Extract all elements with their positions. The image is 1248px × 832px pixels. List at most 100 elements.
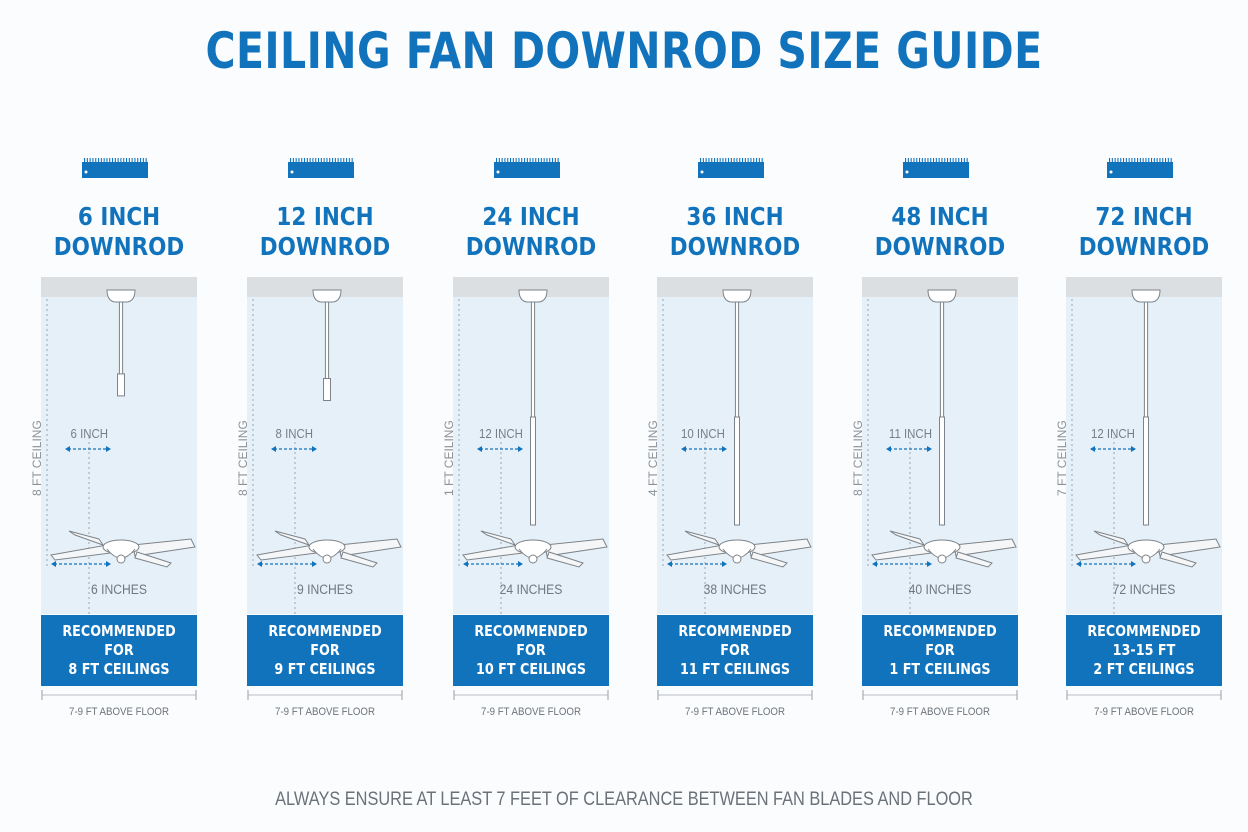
downrod-size-heading: 6 INCH DOWNROD [43, 202, 194, 262]
recommendation-box: RECOMMENDED FOR 1 FT CEILINGS [862, 615, 1018, 686]
fan-canopy [106, 289, 136, 303]
dimension-arrow [271, 446, 317, 452]
downrod-column: 48 INCH DOWNROD 8 FT CEILING 11 INCH 40 INCH… [851, 158, 1018, 728]
recommendation-text: 2 FT CEILINGS [1093, 660, 1195, 678]
fan-blades [871, 530, 1017, 568]
dimension-arrow [257, 561, 317, 567]
downrod-column: 72 INCH DOWNROD 7 FT CEILING 12 INCH 72 INCH… [1055, 158, 1222, 728]
recommendation-text: RECOMMENDED [268, 622, 382, 640]
floor-clearance-label: 7-9 FT ABOVE FLOOR [685, 706, 785, 718]
recommendation-text: FOR [516, 641, 546, 659]
guide-title: CEILING FAN DOWNROD SIZE GUIDE [205, 22, 1043, 80]
downrod-size-heading: 36 INCH DOWNROD [659, 202, 810, 262]
dimension-arrow [681, 446, 727, 452]
ruler-icon [288, 158, 354, 178]
fan-blades [256, 530, 402, 568]
fan-diagram [862, 277, 1018, 614]
downrod-length-label: 11 INCH [888, 426, 932, 441]
downrod-length-label: 8 INCH [275, 426, 314, 441]
heading-downrod: DOWNROD [1078, 232, 1210, 261]
blade-measure-label: 72 INCHES [1112, 582, 1176, 597]
floor-clearance-label: 7-9 FT ABOVE FLOOR [1094, 706, 1194, 718]
ceiling-bar [41, 277, 197, 297]
fan-blades [1075, 530, 1221, 568]
recommendation-box: RECOMMENDED 13-15 FT 2 FT CEILINGS [1066, 615, 1222, 686]
ruler-icon [494, 158, 560, 178]
ceiling-height-label: 7 FT CEILING [1055, 420, 1069, 496]
fan-canopy [312, 289, 342, 303]
ceiling-height-label: 1 FT CEILING [442, 420, 456, 496]
floor-clearance-label: 7-9 FT ABOVE FLOOR [275, 706, 375, 718]
ruler-icon [903, 158, 969, 178]
dimension-arrow [51, 561, 111, 567]
floor-dimension-line [247, 690, 403, 700]
ruler-icon [1107, 158, 1173, 178]
fan-canopy [927, 289, 957, 303]
downrod [118, 301, 124, 379]
heading-downrod: DOWNROD [259, 232, 391, 261]
ceiling-bar [657, 277, 813, 297]
recommendation-text: FOR [720, 641, 750, 659]
recommendation-text: RECOMMENDED [62, 622, 176, 640]
heading-downrod: DOWNROD [874, 232, 1006, 261]
fan-canopy [1131, 289, 1161, 303]
dimension-arrow [477, 446, 523, 452]
blade-measure-label: 24 INCHES [499, 582, 563, 597]
recommendation-text: 11 FT CEILINGS [679, 660, 791, 678]
floor-dimension-line [657, 690, 813, 700]
ceiling-height-label: 4 FT CEILING [646, 420, 660, 496]
downrod-size-heading: 12 INCH DOWNROD [249, 202, 400, 262]
recommendation-text: 13-15 FT [1112, 641, 1176, 659]
recommendation-text: FOR [310, 641, 340, 659]
ceiling-bar [247, 277, 403, 297]
dimension-arrow [463, 561, 523, 567]
fan-canopy [518, 289, 548, 303]
downrod-column: 24 INCH DOWNROD 1 FT CEILING 12 INCH 24 INCH… [442, 158, 609, 728]
heading-size: 6 INCH [77, 202, 161, 231]
blade-measure-label: 38 INCHES [703, 582, 767, 597]
heading-size: 72 INCH [1095, 202, 1193, 231]
floor-clearance-label: 7-9 FT ABOVE FLOOR [890, 706, 990, 718]
recommendation-text: FOR [104, 641, 134, 659]
downrod-size-heading: 24 INCH DOWNROD [455, 202, 606, 262]
dimension-arrow [872, 561, 932, 567]
downrod-size-heading: 48 INCH DOWNROD [864, 202, 1015, 262]
ruler-icon [82, 158, 148, 178]
blade-measure-label: 40 INCHES [908, 582, 972, 597]
downrod-column: 6 INCH DOWNROD 8 FT CEILING 6 INCH 6 INCHES R… [30, 158, 197, 728]
downrod-length-label: 12 INCH [478, 426, 523, 441]
recommendation-text: FOR [925, 641, 955, 659]
downrod-length-label: 6 INCH [70, 426, 109, 441]
floor-clearance-label: 7-9 FT ABOVE FLOOR [69, 706, 169, 718]
downrod-size-heading: 72 INCH DOWNROD [1068, 202, 1219, 262]
ceiling-height-label: 8 FT CEILING [236, 420, 250, 496]
fan-canopy [722, 289, 752, 303]
recommendation-box: RECOMMENDED FOR 8 FT CEILINGS [41, 615, 197, 686]
fan-blades [50, 530, 196, 568]
floor-dimension-line [453, 690, 609, 700]
heading-downrod: DOWNROD [669, 232, 801, 261]
recommendation-text: RECOMMENDED [474, 622, 588, 640]
ceiling-height-label: 8 FT CEILING [30, 420, 44, 496]
recommendation-text: 8 FT CEILINGS [68, 660, 170, 678]
fan-diagram [453, 277, 609, 614]
dimension-arrow [886, 446, 932, 452]
ceiling-bar [1066, 277, 1222, 297]
recommendation-text: RECOMMENDED [678, 622, 792, 640]
heading-downrod: DOWNROD [53, 232, 185, 261]
heading-downrod: DOWNROD [465, 232, 597, 261]
recommendation-box: RECOMMENDED FOR 11 FT CEILINGS [657, 615, 813, 686]
downrod-column: 36 INCH DOWNROD 4 FT CEILING 10 INCH 38 INCH… [646, 158, 813, 728]
heading-size: 36 INCH [686, 202, 784, 231]
fan-diagram [41, 277, 197, 614]
clearance-footer: ALWAYS ENSURE AT LEAST 7 FEET OF CLEARAN… [275, 789, 973, 810]
ceiling-bar [453, 277, 609, 297]
blade-measure-label: 9 INCHES [296, 582, 354, 597]
fan-diagram [1066, 277, 1222, 614]
blade-measure-label: 6 INCHES [90, 582, 148, 597]
heading-size: 12 INCH [276, 202, 374, 231]
downrod-length-label: 12 INCH [1090, 426, 1135, 441]
floor-dimension-line [862, 690, 1018, 700]
floor-dimension-line [1066, 690, 1222, 700]
recommendation-text: RECOMMENDED [1087, 622, 1201, 640]
